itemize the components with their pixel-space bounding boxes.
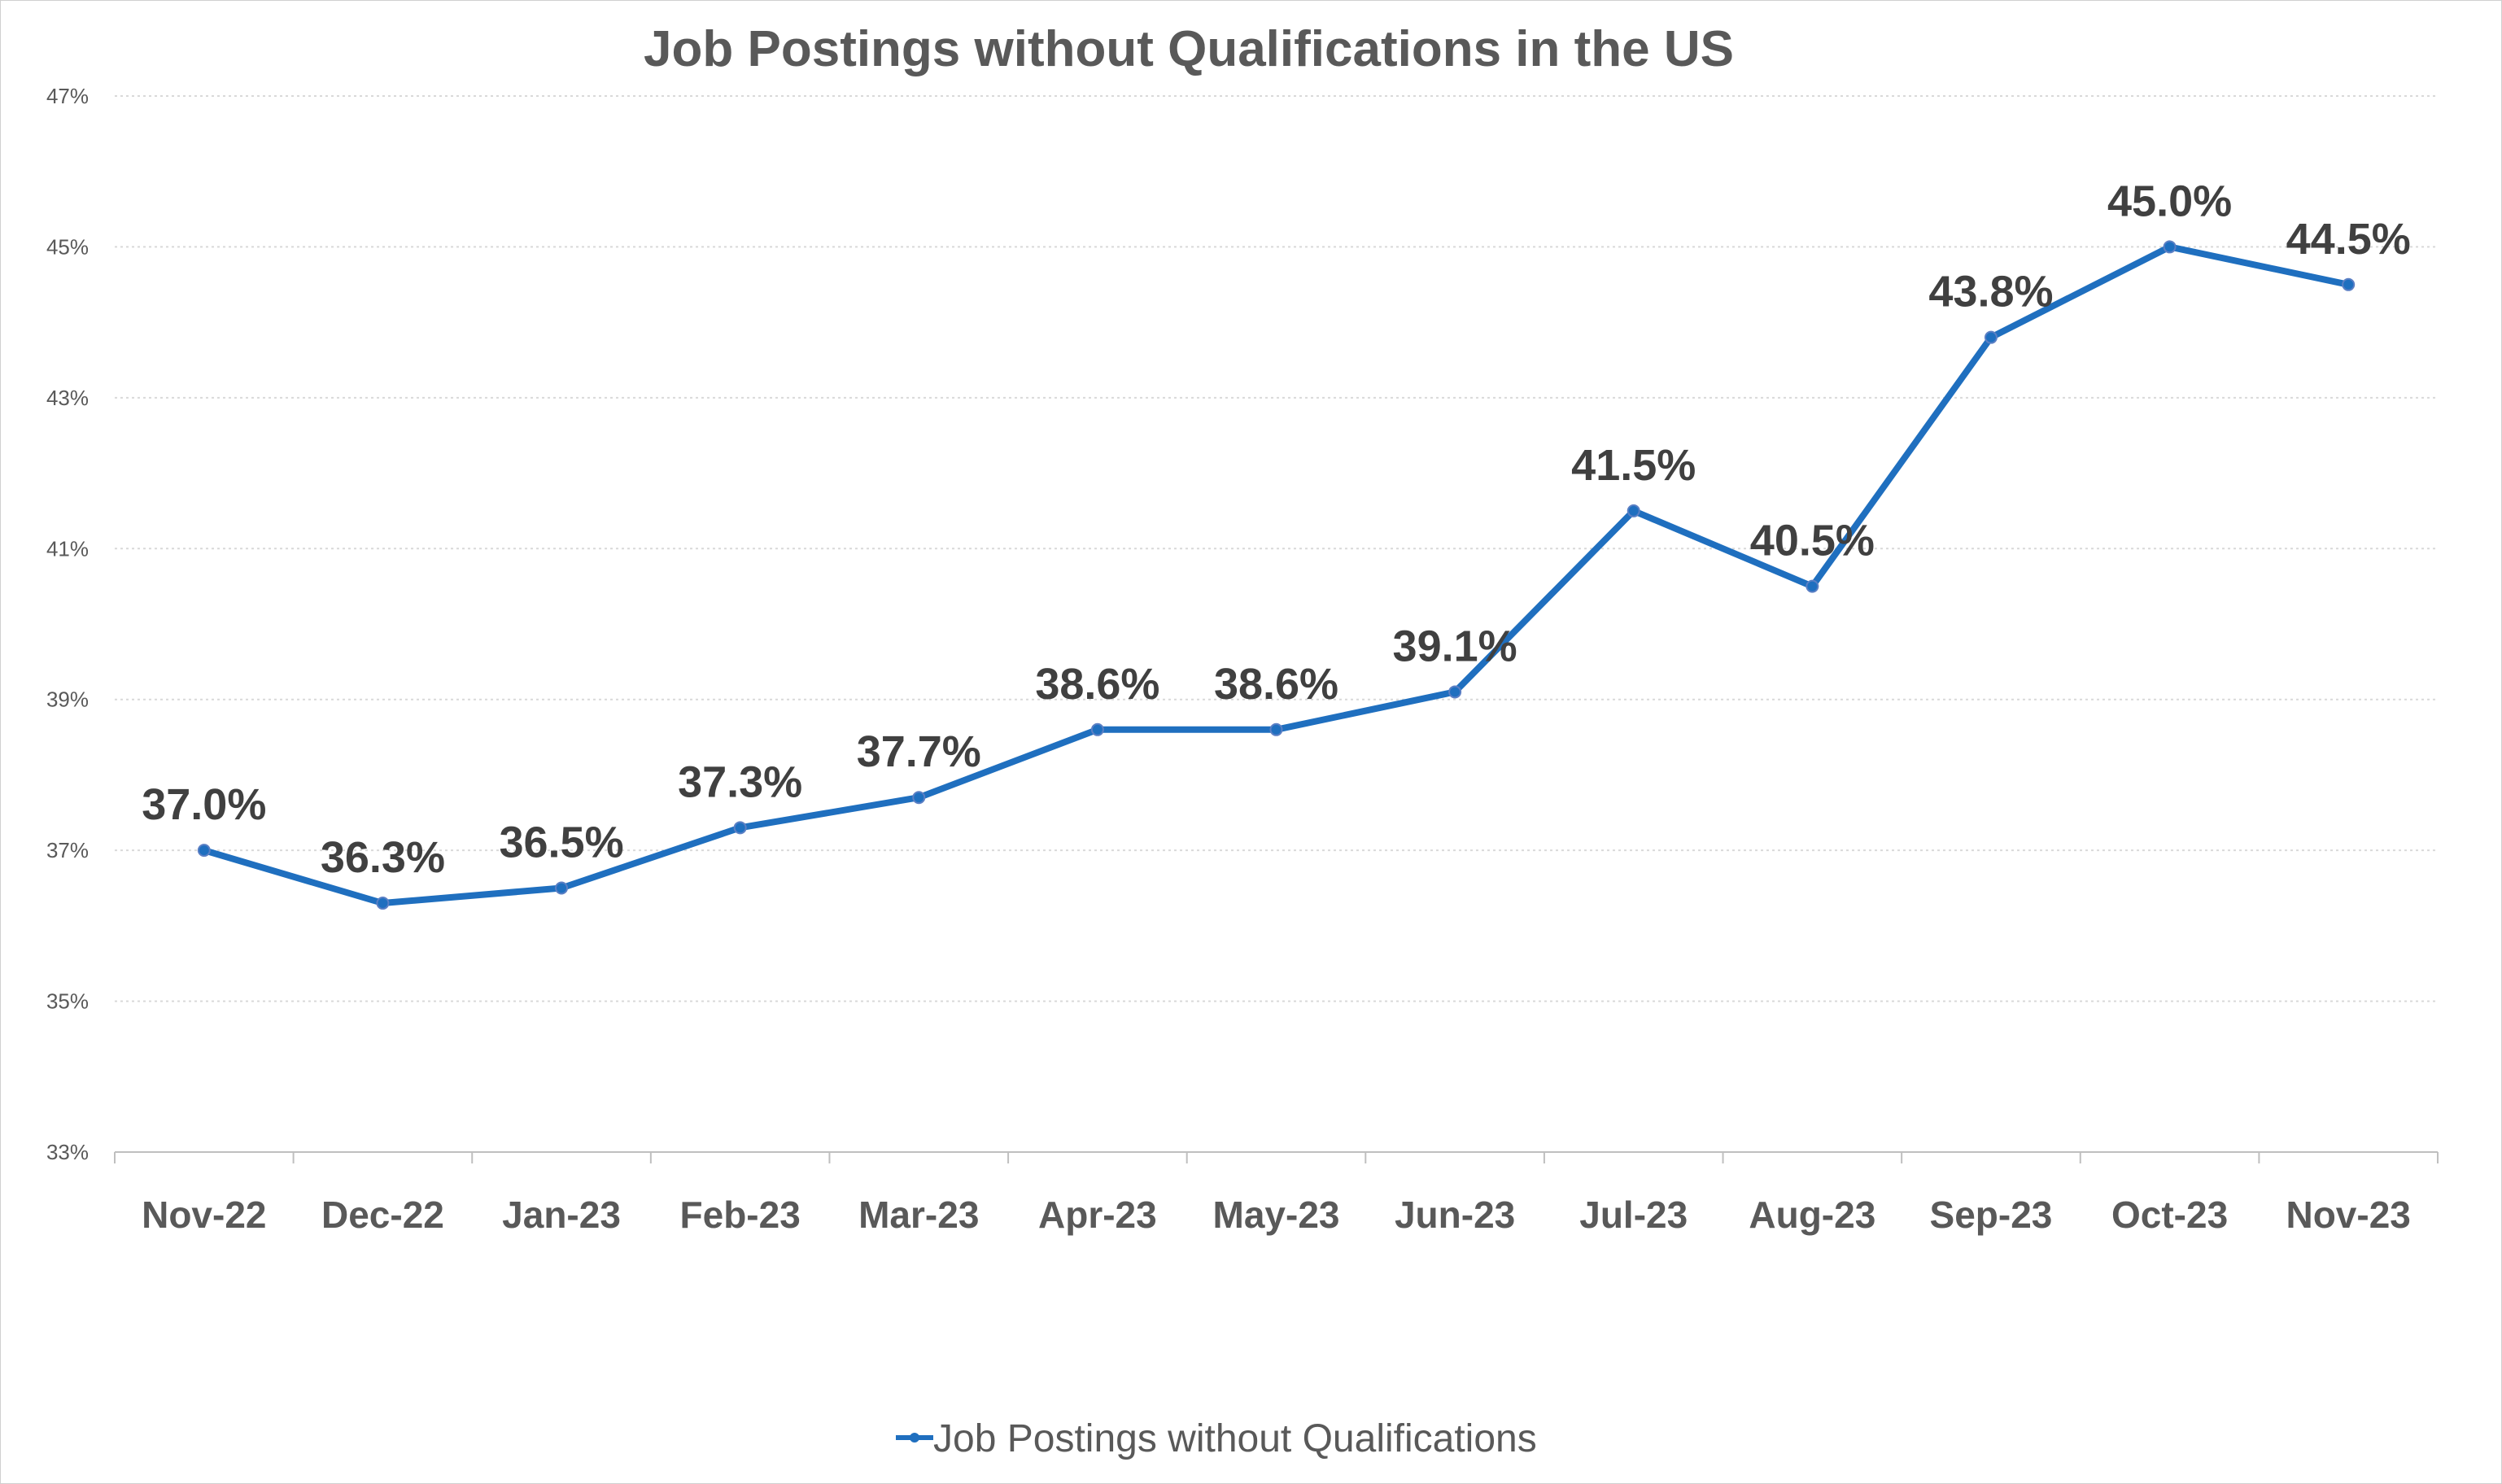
data-point (1806, 579, 1819, 593)
data-label: 37.7% (857, 727, 981, 776)
data-label: 45.0% (2107, 177, 2232, 225)
x-tick-label: Sep-23 (1930, 1194, 2053, 1236)
y-tick-label: 43% (46, 386, 89, 410)
chart-title: Job Postings without Qualifications in t… (644, 21, 1734, 77)
data-label: 38.6% (1035, 660, 1159, 709)
data-point (1627, 504, 1640, 517)
x-tick-label: Mar-23 (858, 1194, 979, 1236)
x-tick-label: Nov-22 (142, 1194, 266, 1236)
x-tick-label: Jul-23 (1579, 1194, 1688, 1236)
data-label: 40.5% (1750, 517, 1875, 565)
data-point (1984, 330, 1998, 344)
data-label: 37.0% (142, 780, 266, 829)
x-tick-label: Feb-23 (680, 1194, 801, 1236)
data-point (1090, 722, 1104, 736)
x-axis-tick-labels: Nov-22 Dec-22 Jan-23 Feb-23 Mar-23 Apr-23 May-… (142, 1194, 2411, 1236)
x-tick-label: Aug-23 (1749, 1194, 1875, 1236)
y-tick-label: 37% (46, 838, 89, 862)
data-label: 44.5% (2286, 215, 2411, 264)
x-tick-label: Dec-22 (321, 1194, 444, 1236)
legend-swatch-marker (910, 1433, 919, 1443)
data-point (197, 844, 211, 858)
y-tick-label: 33% (46, 1140, 89, 1164)
x-tick-label: Oct-23 (2111, 1194, 2228, 1236)
y-tick-label: 39% (46, 687, 89, 712)
y-axis-tick-labels: 33% 35% 37% 39% 41% 43% 45% 47% (46, 84, 89, 1164)
data-point (912, 791, 926, 805)
y-tick-label: 45% (46, 234, 89, 259)
y-tick-label: 35% (46, 989, 89, 1014)
x-axis (114, 1151, 2439, 1163)
data-label: 39.1% (1393, 622, 1517, 670)
data-label: 37.3% (678, 757, 802, 806)
data-point (2342, 277, 2356, 291)
x-tick-label: Nov-23 (2286, 1194, 2410, 1236)
legend: Job Postings without Qualifications (896, 1417, 1537, 1460)
x-tick-label: Jan-23 (502, 1194, 621, 1236)
data-point (2163, 240, 2177, 254)
data-label: 38.6% (1214, 660, 1338, 709)
legend-label: Job Postings without Qualifications (933, 1417, 1537, 1460)
series-line-layer (197, 240, 2356, 910)
x-tick-label: Jun-23 (1395, 1194, 1515, 1236)
data-label: 36.5% (499, 818, 623, 867)
data-point (1448, 685, 1462, 699)
data-labels: 37.0% 36.3% 36.5% 37.3% 37.7% 38.6% 38.6% 39.1%… (142, 177, 2411, 882)
data-point (733, 821, 747, 835)
x-tick-label: May-23 (1213, 1194, 1340, 1236)
y-tick-label: 41% (46, 536, 89, 561)
series-line (200, 243, 2352, 907)
data-label: 41.5% (1571, 441, 1696, 490)
gridlines (115, 95, 2438, 1002)
x-tick-label: Apr-23 (1038, 1194, 1157, 1236)
y-tick-label: 47% (46, 84, 89, 108)
data-point (376, 897, 390, 910)
data-point (1269, 722, 1283, 736)
data-point (555, 881, 569, 895)
data-label: 43.8% (1928, 268, 2053, 316)
data-label: 36.3% (321, 833, 445, 882)
